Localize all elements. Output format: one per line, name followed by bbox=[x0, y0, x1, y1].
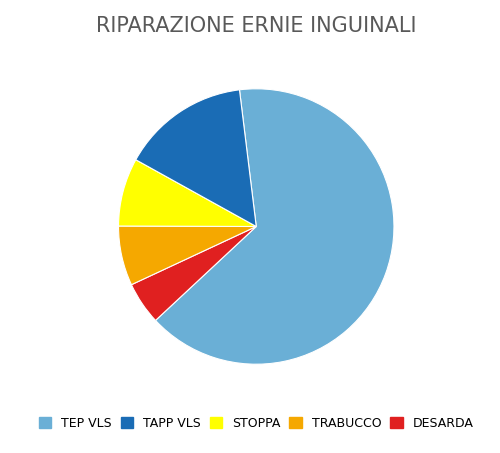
Wedge shape bbox=[136, 90, 256, 226]
Wedge shape bbox=[118, 226, 256, 284]
Wedge shape bbox=[118, 160, 256, 226]
Title: RIPARAZIONE ERNIE INGUINALI: RIPARAZIONE ERNIE INGUINALI bbox=[96, 16, 416, 36]
Wedge shape bbox=[132, 226, 256, 320]
Wedge shape bbox=[156, 89, 394, 364]
Legend: TEP VLS, TAPP VLS, STOPPA, TRABUCCO, DESARDA: TEP VLS, TAPP VLS, STOPPA, TRABUCCO, DES… bbox=[35, 413, 478, 434]
